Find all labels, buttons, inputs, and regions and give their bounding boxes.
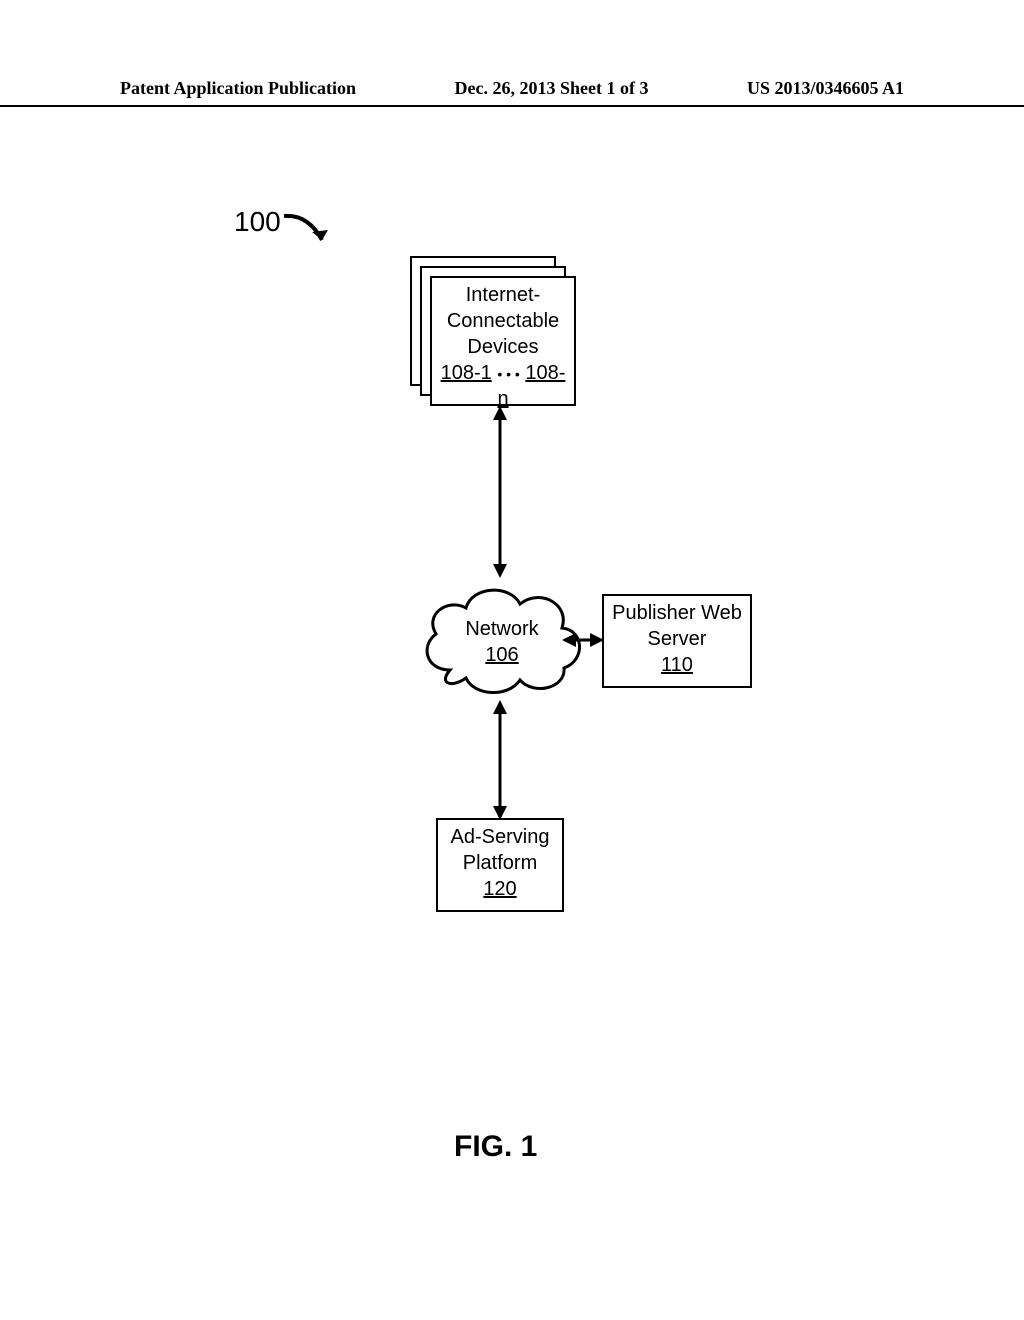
network-node: Network 106 bbox=[462, 616, 542, 668]
devices-line3: Devices bbox=[438, 334, 568, 360]
adserving-ref: 120 bbox=[444, 876, 556, 902]
header-right: US 2013/0346605 A1 bbox=[747, 78, 904, 99]
patent-page: Patent Application Publication Dec. 26, … bbox=[0, 0, 1024, 1320]
system-ref-label: 100 bbox=[234, 206, 281, 238]
devices-ref-a: 108-1 bbox=[441, 362, 492, 384]
arrow-devices-network bbox=[490, 406, 510, 578]
adserving-line1: Ad-Serving bbox=[444, 824, 556, 850]
publisher-line1: Publisher Web bbox=[610, 600, 744, 626]
figure-caption: FIG. 1 bbox=[454, 1130, 537, 1164]
network-title: Network bbox=[462, 616, 542, 642]
adserving-line2: Platform bbox=[444, 850, 556, 876]
devices-node: Internet- Connectable Devices 108-1 • • … bbox=[430, 276, 576, 406]
publisher-line2: Server bbox=[610, 626, 744, 652]
header-center: Dec. 26, 2013 Sheet 1 of 3 bbox=[455, 78, 649, 99]
header-left: Patent Application Publication bbox=[120, 78, 356, 99]
network-ref: 106 bbox=[462, 642, 542, 668]
publisher-ref: 110 bbox=[610, 652, 744, 678]
devices-refs: 108-1 • • • 108-n bbox=[438, 360, 568, 412]
arrow-network-publisher bbox=[562, 630, 604, 650]
devices-line2: Connectable bbox=[438, 308, 568, 334]
devices-line1: Internet- bbox=[438, 282, 568, 308]
arrow-network-adserving bbox=[490, 700, 510, 820]
publisher-node: Publisher Web Server 110 bbox=[602, 594, 752, 688]
page-header: Patent Application Publication Dec. 26, … bbox=[0, 78, 1024, 107]
adserving-node: Ad-Serving Platform 120 bbox=[436, 818, 564, 912]
devices-ref-dots: • • • bbox=[497, 366, 519, 382]
ref-arrow-icon bbox=[280, 208, 340, 256]
